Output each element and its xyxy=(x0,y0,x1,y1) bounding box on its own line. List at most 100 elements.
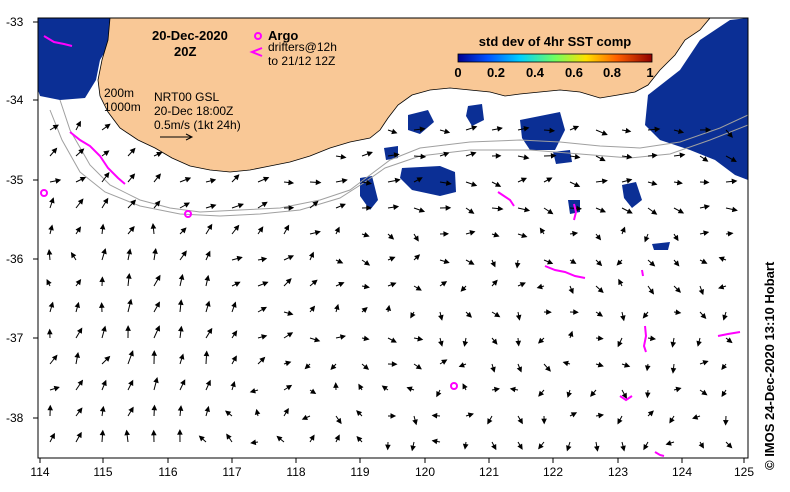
current-vector-head xyxy=(647,410,654,417)
current-vector-head xyxy=(334,226,340,233)
current-vector-head xyxy=(178,273,185,280)
current-vector-head xyxy=(127,298,133,305)
lon-label: 120 xyxy=(415,465,435,479)
current-vector-head xyxy=(74,352,81,359)
current-vector-head xyxy=(675,309,682,316)
current-vector-head xyxy=(366,205,372,211)
current-vector-head xyxy=(154,325,161,332)
vector-scale-label: 0.5m/s (1kt 24h) xyxy=(154,118,241,132)
current-vector-head xyxy=(99,302,105,308)
current-vector-head xyxy=(156,151,163,158)
current-vector-head xyxy=(129,173,136,180)
current-vector-head xyxy=(333,382,339,388)
current-vector-head xyxy=(590,390,596,397)
axis-ticks xyxy=(33,21,745,463)
current-vector-head xyxy=(601,130,608,136)
current-vector-head xyxy=(206,223,213,230)
current-vector-head xyxy=(599,207,607,213)
current-vector-head xyxy=(722,314,728,321)
current-vector-head xyxy=(620,445,626,452)
current-vector-head xyxy=(365,180,372,186)
current-vector-head xyxy=(469,230,476,236)
current-vector-head xyxy=(573,309,579,315)
current-vector-head xyxy=(568,287,574,295)
current-vector-head xyxy=(537,337,545,344)
current-vector-head xyxy=(126,273,132,279)
current-vector-head xyxy=(675,286,681,293)
current-vector-head xyxy=(254,408,261,415)
current-vector-head xyxy=(210,178,217,184)
current-vector-head xyxy=(356,435,363,443)
map-time-title: 20Z xyxy=(174,44,196,59)
current-vector-head xyxy=(471,125,478,131)
current-vector-head xyxy=(99,223,106,230)
current-vector-head xyxy=(727,231,734,237)
current-vector-head xyxy=(705,127,712,133)
current-vector-head xyxy=(573,181,581,188)
current-vector-head xyxy=(129,147,136,154)
lat-label: -36 xyxy=(6,252,24,266)
current-vector-head xyxy=(410,445,416,452)
vector-scale-arrow xyxy=(160,133,194,141)
current-vector-head xyxy=(644,365,651,372)
current-vector-head xyxy=(436,390,442,398)
colorbar xyxy=(457,53,653,63)
current-vector-head xyxy=(521,232,528,239)
current-vector-head xyxy=(651,180,658,186)
current-vector-head xyxy=(549,127,556,134)
current-vector-head xyxy=(417,335,424,342)
current-vector-head xyxy=(390,413,397,419)
current-vector-head xyxy=(205,379,211,386)
current-vector-head xyxy=(286,332,294,338)
current-vector-head xyxy=(287,255,295,261)
current-vector-head xyxy=(596,260,603,267)
current-vector-head xyxy=(493,386,500,393)
current-vector-head xyxy=(677,128,685,134)
current-vector-head xyxy=(515,314,522,321)
current-vector-head xyxy=(625,127,632,134)
current-vector-head xyxy=(389,256,396,262)
current-vector-head xyxy=(675,386,682,393)
current-vector-head xyxy=(205,300,211,307)
current-vector-head xyxy=(101,379,107,387)
current-vector-head xyxy=(101,248,107,255)
current-vector-head xyxy=(77,379,84,386)
latitude-axis-labels: -33 -34 -35 -36 -37 -38 xyxy=(6,15,24,425)
current-vector-head xyxy=(231,355,237,362)
current-vector-head xyxy=(597,361,604,368)
current-vector-head xyxy=(520,177,527,183)
current-vector-head xyxy=(178,353,185,360)
current-vector-head xyxy=(410,312,416,319)
lon-label: 122 xyxy=(543,465,563,479)
current-vector-head xyxy=(285,278,292,285)
current-vector-head xyxy=(731,178,738,185)
current-vector-head xyxy=(595,234,602,241)
current-vector-head xyxy=(547,259,554,265)
colorbar-tick: 0.8 xyxy=(603,65,621,80)
current-vector-head xyxy=(414,254,421,261)
current-vector-head xyxy=(596,311,604,317)
current-vector-head xyxy=(308,251,315,258)
lat-label: -38 xyxy=(6,411,24,425)
current-vector-head xyxy=(315,179,322,186)
current-vector-head xyxy=(48,301,55,308)
current-vector-head xyxy=(620,226,626,233)
current-vector-head xyxy=(226,433,232,440)
current-vector-head xyxy=(597,412,604,419)
current-vector-head xyxy=(128,406,134,413)
current-vector-head xyxy=(76,327,83,334)
current-vector-head xyxy=(644,236,650,243)
current-vector-head xyxy=(178,325,184,332)
current-vector-head xyxy=(128,379,134,387)
current-vector-head xyxy=(494,181,502,187)
current-vector-head xyxy=(75,279,82,286)
current-vector-head xyxy=(406,386,413,392)
current-vector-head xyxy=(673,234,679,242)
lon-label: 114 xyxy=(30,465,49,479)
current-vector-head xyxy=(150,429,157,436)
current-vector-head xyxy=(703,204,710,210)
product-time: 20-Dec 18:00Z xyxy=(154,104,233,118)
current-vector-head xyxy=(677,208,685,214)
current-vector-head xyxy=(416,177,423,183)
current-vector-head xyxy=(262,281,269,287)
